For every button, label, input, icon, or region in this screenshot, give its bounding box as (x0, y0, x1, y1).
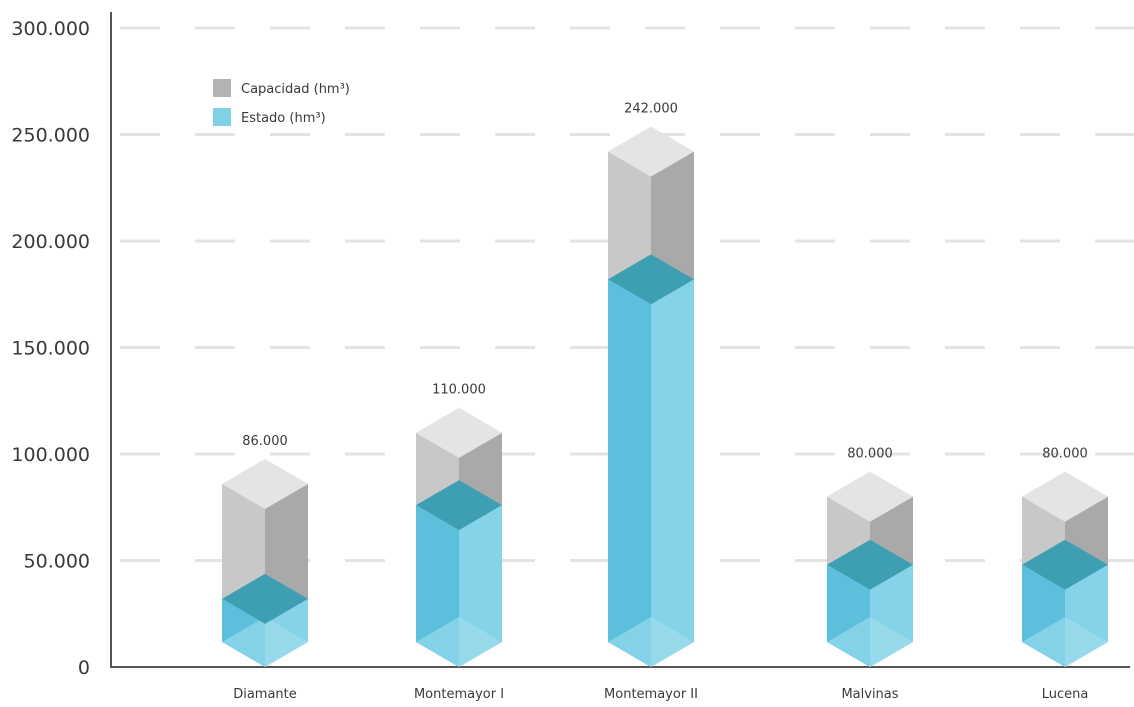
bar-estado-bottom (222, 617, 308, 667)
bar-estado-top (222, 573, 308, 624)
bar-capacidad-top (608, 126, 694, 177)
legend: Capacidad (hm³) Estado (hm³) (213, 79, 350, 126)
legend-label-estado: Estado (hm³) (241, 111, 326, 126)
x-tick-label: Montemayor I (414, 687, 504, 702)
data-label: 80.000 (1042, 447, 1088, 462)
bar-capacidad-top (1022, 471, 1108, 522)
data-label: 80.000 (847, 447, 893, 462)
bar-estado-top (1022, 539, 1108, 590)
bar-estado-top (608, 254, 694, 305)
y-tick-label: 100.000 (11, 444, 90, 466)
y-tick-label: 200.000 (11, 231, 90, 253)
bar-group: 242.000 (608, 102, 694, 667)
bar-capacidad-top (222, 458, 308, 509)
bar-capacidad-top (827, 471, 913, 522)
x-tick-label: Montemayor II (604, 687, 698, 702)
bar-estado-bottom (608, 617, 694, 667)
bars-layer: 86.000 110.000 242.000 80.000 80.000 (222, 102, 1108, 667)
x-axis-ticks: Diamante Montemayor I Montemayor II Malvina… (233, 687, 1088, 702)
bar-group: 86.000 (222, 434, 308, 667)
bar-estado-bottom (416, 617, 502, 667)
bar-estado-bottom (1022, 617, 1108, 667)
y-tick-label: 0 (78, 657, 90, 679)
bar-estado-right-face (651, 279, 694, 667)
y-axis-ticks: 0 50.000 100.000 150.000 200.000 250.000 300.0… (11, 18, 90, 679)
bar-group: 110.000 (416, 383, 502, 667)
y-tick-label: 50.000 (24, 551, 90, 573)
data-label: 86.000 (242, 434, 288, 449)
legend-swatch-capacidad (213, 79, 231, 97)
bar-capacidad-top (416, 407, 502, 458)
data-label: 110.000 (432, 383, 486, 398)
legend-swatch-estado (213, 108, 231, 126)
bar-estado-top (827, 539, 913, 590)
x-tick-label: Diamante (233, 687, 297, 702)
y-tick-label: 300.000 (11, 18, 90, 40)
bar-estado-top (416, 480, 502, 531)
bar-estado-left-face (608, 279, 651, 667)
y-tick-label: 150.000 (11, 338, 90, 360)
data-label: 242.000 (624, 102, 678, 117)
gridlines (120, 26, 1134, 562)
x-tick-label: Lucena (1042, 687, 1089, 702)
bar-group: 80.000 (827, 447, 913, 667)
legend-label-capacidad: Capacidad (hm³) (241, 82, 350, 97)
y-tick-label: 250.000 (11, 125, 90, 147)
bar-group: 80.000 (1022, 447, 1108, 667)
x-tick-label: Malvinas (841, 687, 898, 702)
bar-estado-bottom (827, 617, 913, 667)
